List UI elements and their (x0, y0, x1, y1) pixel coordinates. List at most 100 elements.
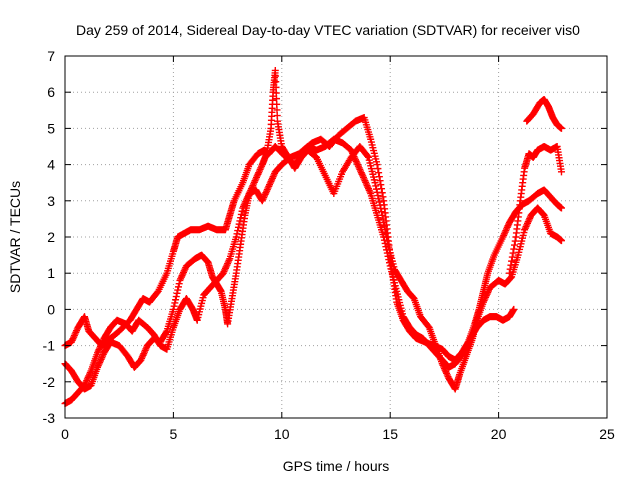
data-point (347, 146, 355, 154)
data-point (264, 184, 272, 192)
data-point (508, 257, 516, 265)
data-point (86, 370, 94, 378)
data-point (256, 165, 264, 173)
data-point (379, 215, 387, 223)
data-point (380, 222, 388, 230)
data-point (260, 192, 268, 200)
data-point (141, 346, 149, 354)
data-point (172, 296, 180, 304)
data-point (360, 175, 368, 183)
data-point (373, 161, 381, 169)
y-tick-label: 5 (47, 120, 55, 136)
data-point (357, 167, 365, 175)
data-point (234, 227, 242, 235)
data-point (526, 214, 534, 222)
data-point (372, 185, 380, 193)
data-point (268, 174, 276, 182)
data-point (380, 236, 388, 244)
data-point (409, 293, 417, 301)
data-point (374, 192, 382, 200)
data-point (479, 298, 487, 306)
data-point (219, 269, 227, 277)
data-point (381, 239, 389, 247)
data-point (244, 193, 252, 201)
data-point (94, 347, 102, 355)
data-point (443, 371, 451, 379)
data-point (222, 263, 230, 271)
data-point (179, 270, 187, 278)
data-point (375, 195, 383, 203)
data-point (506, 265, 514, 273)
data-point (97, 341, 105, 349)
data-point (503, 225, 511, 233)
data-point (521, 224, 529, 232)
data-point (383, 246, 391, 254)
data-point (461, 347, 469, 355)
data-point (507, 261, 515, 269)
y-tick-label: -2 (43, 374, 56, 390)
data-point (72, 328, 80, 336)
data-point (241, 199, 249, 207)
data-point (442, 368, 450, 376)
data-point (501, 228, 509, 236)
data-point (500, 231, 508, 239)
series-track-3 (61, 135, 518, 408)
data-point (375, 198, 383, 206)
data-point (374, 165, 382, 173)
series-track-4 (505, 143, 565, 277)
data-point (172, 293, 180, 301)
data-point (249, 182, 257, 190)
data-point (505, 269, 513, 277)
data-point (265, 182, 273, 190)
data-point (253, 173, 261, 181)
data-point (257, 164, 265, 172)
data-point (221, 264, 229, 272)
data-point (557, 204, 565, 212)
data-point (170, 302, 178, 310)
data-point (441, 366, 449, 374)
data-point (250, 178, 258, 186)
data-point (377, 181, 385, 189)
data-point (557, 124, 565, 132)
data-point (96, 342, 104, 350)
data-point (181, 265, 189, 273)
data-point (82, 378, 90, 386)
data-point (266, 181, 274, 189)
data-point (482, 292, 490, 300)
data-point (233, 230, 241, 238)
data-point (220, 268, 228, 276)
data-point (69, 335, 77, 343)
data-point (252, 175, 260, 183)
data-point (137, 356, 145, 364)
data-point (356, 165, 364, 173)
data-point (99, 338, 107, 346)
data-point (349, 149, 357, 157)
data-point (375, 169, 383, 177)
data-point (223, 261, 231, 269)
data-point (70, 332, 78, 340)
y-tick-label: -3 (43, 410, 56, 426)
data-point (70, 333, 78, 341)
data-point (261, 190, 269, 198)
data-point (511, 237, 519, 245)
data-point (522, 223, 530, 231)
data-point (508, 253, 516, 261)
data-point (173, 289, 181, 297)
data-point (523, 221, 531, 229)
data-point (180, 268, 188, 276)
data-point (253, 172, 261, 180)
data-point (362, 178, 370, 186)
y-tick-label: 0 (47, 301, 55, 317)
data-point (85, 372, 93, 380)
ticks (64, 55, 608, 419)
data-point (235, 220, 243, 228)
data-point (349, 151, 357, 159)
data-point (238, 207, 246, 215)
data-point (169, 305, 177, 313)
data-point (83, 377, 91, 385)
data-point (376, 177, 384, 185)
x-tick-label: 0 (61, 426, 69, 442)
data-point (138, 354, 146, 362)
data-point (255, 169, 263, 177)
